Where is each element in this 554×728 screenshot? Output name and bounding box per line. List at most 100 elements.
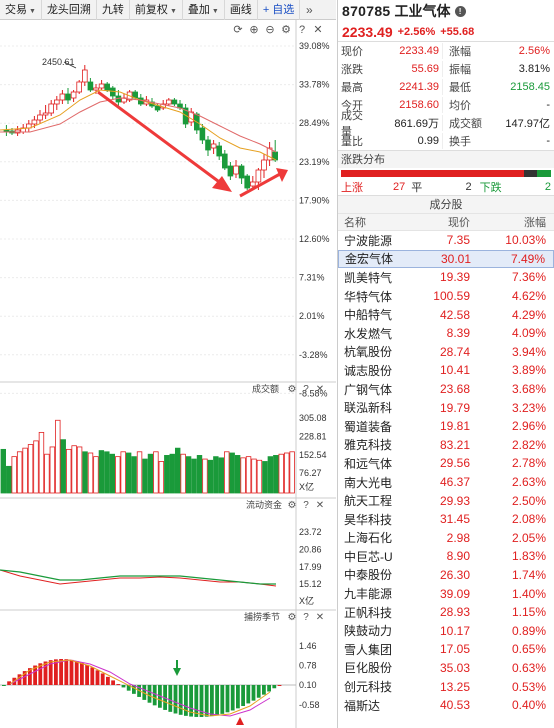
candle <box>76 81 83 93</box>
current-price: 2233.49 <box>342 23 393 40</box>
quote-label: 换手 <box>442 133 486 149</box>
component-price: 19.39 <box>439 270 470 285</box>
component-change: 0.63% <box>511 660 546 675</box>
component-name: 华特气体 <box>344 289 393 304</box>
quote-row: 现价 2233.49 涨幅 2.56% <box>338 42 554 60</box>
volume-bar <box>38 431 45 494</box>
toolbar-button-1[interactable]: 龙头回溯 <box>42 0 97 20</box>
component-row[interactable]: 宁波能源 7.35 10.03% <box>338 231 554 250</box>
component-row[interactable]: 福斯达 40.53 0.40% <box>338 696 554 715</box>
component-row[interactable]: 联泓新科 19.79 3.23% <box>338 398 554 417</box>
info-icon[interactable]: ! <box>454 5 466 17</box>
component-row[interactable]: 航天工程 29.93 2.50% <box>338 491 554 510</box>
component-row[interactable]: 创元科技 13.25 0.53% <box>338 677 554 696</box>
component-row[interactable]: 陕鼓动力 10.17 0.89% <box>338 621 554 640</box>
distribution-up-segment <box>341 170 524 177</box>
component-row[interactable]: 华特气体 100.59 4.62% <box>338 287 554 306</box>
season-bar <box>267 685 271 692</box>
season-axis-label: 0.10 <box>299 680 317 690</box>
component-price: 42.58 <box>439 307 470 322</box>
toolbar-button-4[interactable]: 叠加 ▼ <box>183 0 225 20</box>
candle <box>205 139 211 151</box>
toolbar-button-5[interactable]: 画线 <box>225 0 258 20</box>
volume-axis-label: 228.81 <box>299 431 327 441</box>
component-row[interactable]: 九丰能源 39.09 1.40% <box>338 584 554 603</box>
gear-icon[interactable]: ⚙ <box>288 500 297 511</box>
close-icon[interactable]: ✕ <box>316 500 324 511</box>
component-row[interactable]: 水发燃气 8.39 4.09% <box>338 324 554 343</box>
help-icon[interactable]: ? <box>303 612 309 623</box>
help-icon[interactable]: ? <box>299 24 305 36</box>
close-icon[interactable]: ✕ <box>316 612 324 623</box>
component-row[interactable]: 正帆科技 28.93 1.15% <box>338 603 554 622</box>
component-row[interactable]: 雅克科技 83.21 2.82% <box>338 436 554 455</box>
component-row[interactable]: 广钢气体 23.68 3.68% <box>338 380 554 399</box>
season-axis-label: -0.58 <box>299 700 320 710</box>
season-bar <box>80 662 84 685</box>
refresh-icon[interactable]: ⟳ <box>233 24 242 36</box>
volume-bar <box>16 451 23 494</box>
header-change[interactable]: 涨幅 <box>524 217 546 229</box>
component-row[interactable]: 中泰股份 26.30 1.74% <box>338 566 554 585</box>
component-row[interactable]: 巨化股份 35.03 0.63% <box>338 659 554 678</box>
candle <box>98 83 105 89</box>
gear-icon[interactable]: ⚙ <box>288 612 297 623</box>
quote-label: 成交额 <box>442 115 486 131</box>
toolbar-button-0[interactable]: 交易 ▼ <box>0 0 42 20</box>
distribution-flat-segment <box>523 170 538 177</box>
quote-value: 2233.49 <box>399 45 439 57</box>
price-change-value: +55.68 <box>440 25 475 38</box>
component-row[interactable]: 蜀道装备 19.81 2.96% <box>338 417 554 436</box>
header-price[interactable]: 现价 <box>448 217 470 229</box>
gear-icon[interactable]: ⚙ <box>281 24 291 36</box>
quote-label: 最高 <box>341 82 363 94</box>
season-bar <box>90 667 95 685</box>
component-row[interactable]: 和远气体 29.56 2.78% <box>338 454 554 473</box>
component-row[interactable]: 凯美特气 19.39 7.36% <box>338 268 554 287</box>
season-bar <box>173 685 178 714</box>
component-price: 100.59 <box>433 289 470 304</box>
quote-value: 3.81% <box>518 63 550 75</box>
component-row[interactable]: 中巨芯-U 8.90 1.83% <box>338 547 554 566</box>
gear-icon[interactable]: ⚙ <box>288 384 297 395</box>
season-bar <box>272 685 277 689</box>
component-row[interactable]: 上海石化 2.98 2.05% <box>338 529 554 548</box>
component-name: 宁波能源 <box>344 233 393 248</box>
quote-label: 今开 <box>341 100 363 112</box>
component-row[interactable]: 诚志股份 10.41 3.89% <box>338 361 554 380</box>
close-icon[interactable]: ✕ <box>316 384 324 395</box>
quote-value: 2241.39 <box>399 81 439 93</box>
component-change: 2.63% <box>511 475 546 490</box>
component-name: 昊华科技 <box>344 512 393 527</box>
distribution-bar <box>341 170 551 177</box>
close-icon[interactable]: ✕ <box>313 24 322 36</box>
volume-bar <box>207 459 214 494</box>
component-change: 0.65% <box>511 642 546 657</box>
component-row[interactable]: 南大光电 46.37 2.63% <box>338 473 554 492</box>
volume-bar <box>218 457 224 494</box>
toolbar-button-3[interactable]: 前复权 ▼ <box>130 0 183 20</box>
component-row[interactable]: 雪人集团 17.05 0.65% <box>338 640 554 659</box>
chart-canvas[interactable]: ⟳ ⊕ ⊖ ⚙? ✕ 39.08% 33.78% 28.49% 23.19% 17.90% 12.6… <box>0 20 336 728</box>
season-bar <box>74 661 79 685</box>
header-name[interactable]: 名称 <box>344 217 366 229</box>
toolbar-button-2[interactable]: 九转 <box>97 0 130 20</box>
quote-row: 涨跌 55.69 振幅 3.81% <box>338 60 554 78</box>
zoom-in-icon[interactable]: ⊕ <box>249 24 258 36</box>
add-to-watchlist-button[interactable]: + 自选 <box>258 0 301 20</box>
component-row[interactable]: 中船特气 42.58 4.29% <box>338 305 554 324</box>
help-icon[interactable]: ? <box>303 384 309 395</box>
candle <box>165 99 172 105</box>
zoom-out-icon[interactable]: ⊖ <box>265 24 274 36</box>
component-row[interactable]: 金宏气体 30.01 7.49% <box>338 249 554 269</box>
kline-axis-label: 2.01% <box>299 311 325 321</box>
help-icon[interactable]: ? <box>303 500 309 511</box>
capital-flow-axis-label: 20.86 <box>299 544 322 554</box>
season-bar <box>126 685 131 691</box>
component-price: 17.05 <box>439 642 470 657</box>
capital-flow-axis-label: 23.72 <box>299 527 322 537</box>
double-chevron-right-icon[interactable]: » <box>305 2 313 17</box>
component-row[interactable]: 昊华科技 31.45 2.08% <box>338 510 554 529</box>
component-row[interactable]: 杭氧股份 28.74 3.94% <box>338 343 554 362</box>
season-bar <box>215 685 219 716</box>
